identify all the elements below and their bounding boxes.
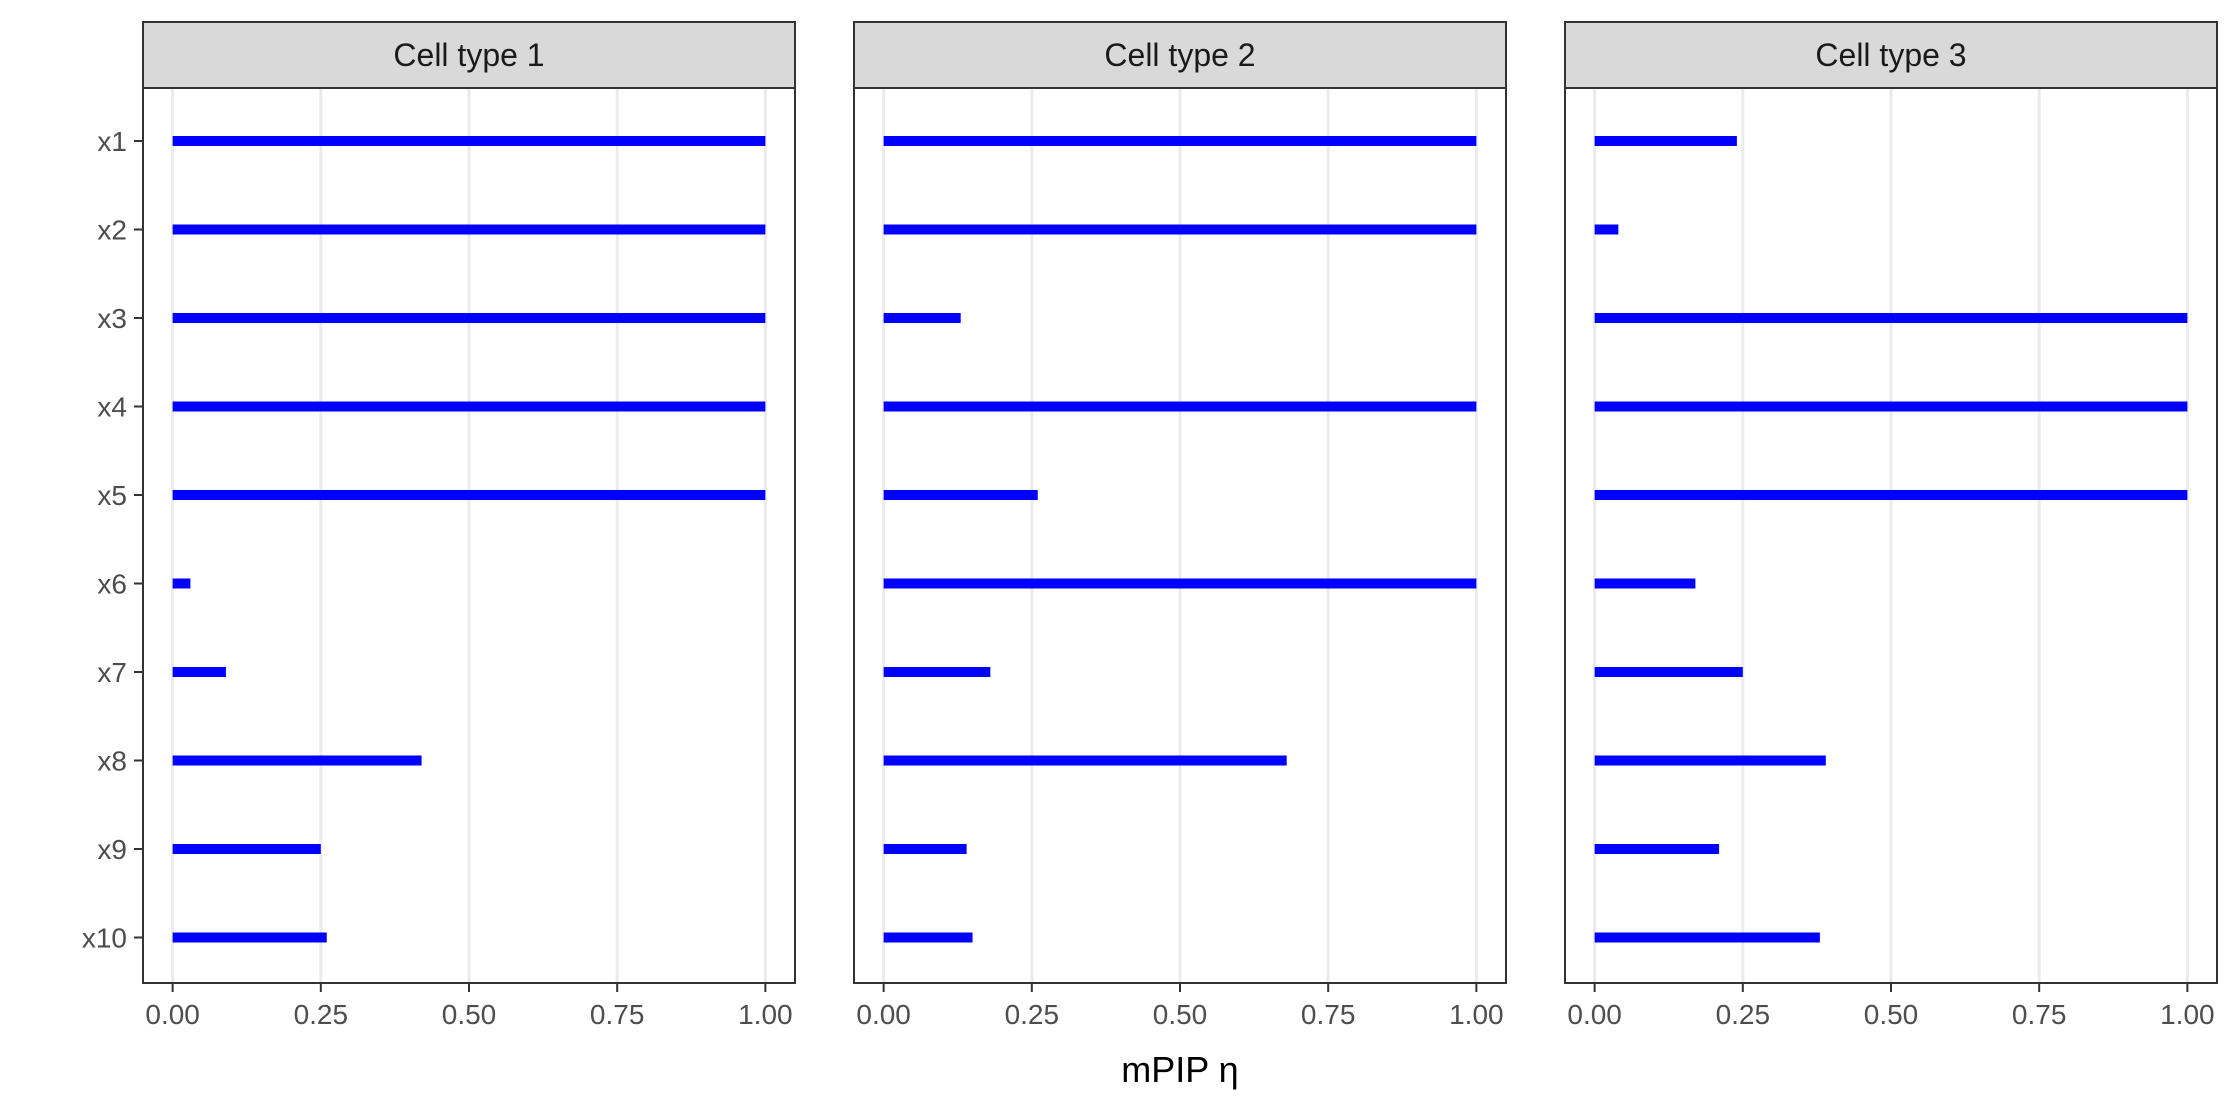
facet-strip [142, 21, 796, 89]
x-tick-label: 0.25 [294, 999, 349, 1030]
x-tick-label: 0.50 [1864, 999, 1919, 1030]
y-tick-label: x3 [97, 303, 127, 334]
y-tick-label: x6 [97, 569, 127, 600]
y-tick-label: x2 [97, 215, 127, 246]
facet-strip-label: Cell type 2 [1104, 37, 1255, 73]
facet-panel: Cell type 1 0.00 0.25 0.50 0.75 1.00 [142, 21, 796, 1030]
x-tick-label: 0.25 [1716, 999, 1771, 1030]
x-tick-label: 0.50 [1153, 999, 1208, 1030]
x-tick-label: 1.00 [1449, 999, 1504, 1030]
y-tick-label: x10 [82, 923, 127, 954]
y-tick-label: x8 [97, 746, 127, 777]
x-tick-label: 0.00 [1567, 999, 1622, 1030]
facet-strip [853, 21, 1507, 89]
y-tick-label: x9 [97, 834, 127, 865]
x-tick-label: 0.75 [1301, 999, 1356, 1030]
y-axis-tick-labels: x1 x2 x3 x4 x5 x6 x7 x8 x9 x10 [82, 126, 143, 954]
y-tick-label: x4 [97, 392, 127, 423]
facet-strip-label: Cell type 1 [393, 37, 544, 73]
x-tick-label: 1.00 [2160, 999, 2215, 1030]
y-tick-label: x7 [97, 657, 127, 688]
x-tick-label: 0.75 [2012, 999, 2067, 1030]
facet-strip-label: Cell type 3 [1815, 37, 1966, 73]
x-tick-label: 0.25 [1005, 999, 1060, 1030]
x-tick-label: 0.00 [145, 999, 200, 1030]
x-axis-title: mPIP η [1121, 1049, 1238, 1090]
facet-panel: Cell type 2 0.00 0.25 0.50 0.75 1.00 [853, 21, 1507, 1030]
y-tick-label: x5 [97, 480, 127, 511]
x-tick-label: 0.00 [856, 999, 911, 1030]
x-tick-label: 1.00 [738, 999, 793, 1030]
x-tick-label: 0.75 [590, 999, 645, 1030]
facet-strip [1564, 21, 2218, 89]
x-tick-label: 0.50 [442, 999, 497, 1030]
facet-panel: Cell type 3 0.00 0.25 0.50 0.75 1.00 [1564, 21, 2218, 1030]
y-tick-label: x1 [97, 126, 127, 157]
